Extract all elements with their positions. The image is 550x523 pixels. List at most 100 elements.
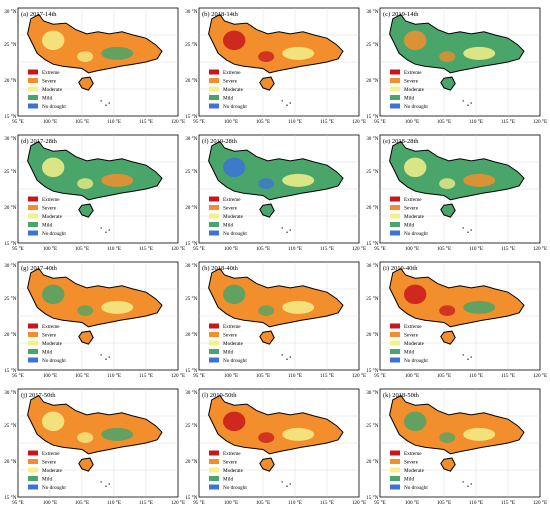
island-shape [440, 457, 456, 472]
legend-swatch [28, 357, 38, 363]
drought-patch [404, 157, 427, 178]
drought-patch [101, 427, 134, 441]
x-tick-label: 100 °E [43, 499, 57, 506]
x-tick-label: 115 °E [139, 245, 153, 252]
drought-patch [223, 157, 246, 178]
y-tick-label: 20 °N [366, 331, 379, 338]
legend-label: No drought [223, 485, 247, 491]
x-tick-label: 100 °E [405, 499, 419, 506]
x-tick-label: 110 °E [469, 245, 483, 252]
y-tick-label: 20 °N [185, 204, 198, 211]
x-tick-label: 105 °E [437, 118, 451, 125]
x-tick-label: 110 °E [107, 245, 121, 252]
drought-patch [42, 157, 65, 178]
x-tick-label: 110 °E [288, 245, 302, 252]
legend-label: Extreme [223, 451, 241, 457]
legend-swatch [209, 484, 219, 490]
islet-dot [286, 485, 288, 488]
y-tick-label: 15 °N [4, 367, 17, 374]
drought-patch [101, 46, 134, 60]
y-tick-label: 20 °N [185, 458, 198, 465]
drought-patch [282, 173, 315, 187]
legend-swatch [28, 340, 38, 346]
legend-swatch [390, 213, 400, 219]
region-shape [389, 13, 525, 74]
legend-label: Mild [42, 223, 52, 229]
legend-label: Moderate [42, 341, 63, 347]
legend-label: Severe [223, 460, 238, 466]
region-shape [208, 394, 344, 455]
islet-dot [108, 229, 110, 231]
islet-dot [105, 104, 107, 106]
map-panel: (i) 2019-40th Extreme Severe Moderate Mild No… [366, 261, 547, 379]
islet-dot [467, 104, 469, 106]
legend-label: Mild [223, 350, 233, 356]
legend-label: Severe [404, 460, 419, 466]
legend-label: Moderate [42, 87, 63, 93]
drought-patch [42, 284, 65, 305]
drought-patch [101, 173, 134, 187]
x-tick-label: 100 °E [405, 118, 419, 125]
legend-swatch [209, 222, 219, 227]
legend-label: No drought [404, 104, 428, 110]
legend-swatch [390, 349, 400, 354]
island-shape [259, 203, 275, 218]
islet-dot [286, 231, 288, 233]
y-tick-label: 30 °N [185, 8, 198, 15]
x-tick-label: 100 °E [224, 118, 238, 125]
island-shape [259, 76, 275, 91]
legend-label: Mild [223, 223, 233, 229]
drought-patch [258, 432, 275, 443]
legend-label: Extreme [223, 197, 241, 203]
x-tick-label: 115 °E [501, 118, 515, 125]
x-tick-label: 100 °E [405, 372, 419, 379]
drought-patch [258, 51, 275, 62]
legend-swatch [390, 340, 400, 346]
island-shape [78, 457, 94, 472]
legend-label: Extreme [404, 70, 422, 76]
drought-patch [42, 30, 65, 51]
legend-label: Moderate [404, 341, 425, 347]
x-tick-label: 105 °E [437, 499, 451, 506]
x-tick-label: 105 °E [256, 118, 270, 125]
legend-label: Mild [42, 96, 52, 102]
drought-patch [439, 432, 456, 443]
legend-label: Moderate [404, 87, 425, 93]
islet-dot [470, 229, 473, 231]
y-tick-label: 30 °N [185, 135, 198, 142]
y-tick-label: 15 °N [185, 494, 198, 501]
x-tick-label: 110 °E [288, 499, 302, 506]
y-tick-label: 30 °N [366, 389, 379, 396]
region-shape [389, 267, 525, 328]
x-tick-label: 105 °E [437, 245, 451, 252]
x-tick-label: 100 °E [43, 245, 57, 252]
legend-swatch [209, 340, 219, 346]
legend-swatch [28, 484, 38, 490]
map-panel: (d) 2017-28th Extreme Severe Moderate Mild No… [4, 134, 185, 252]
drought-patch [282, 427, 315, 441]
legend-label: Moderate [42, 214, 63, 220]
y-tick-label: 30 °N [366, 8, 379, 15]
islet-dot [470, 102, 473, 104]
drought-patch [42, 411, 65, 432]
x-tick-label: 105 °E [437, 372, 451, 379]
x-tick-label: 110 °E [107, 118, 121, 125]
x-tick-label: 105 °E [75, 372, 89, 379]
region-shape [208, 13, 344, 74]
x-tick-label: 95 °E [374, 118, 386, 125]
x-tick-label: 110 °E [469, 118, 483, 125]
y-tick-label: 25 °N [366, 168, 379, 175]
legend-swatch [28, 103, 38, 109]
x-tick-label: 120 °E [171, 118, 185, 125]
y-tick-label: 30 °N [185, 262, 198, 269]
panel-title: (g) 2017-40th [21, 265, 58, 272]
legend-swatch [209, 459, 219, 464]
island-shape [440, 203, 456, 218]
map-panel: (e) 2018-28th Extreme Severe Moderate Mild No… [366, 134, 547, 252]
y-tick-label: 15 °N [366, 113, 379, 120]
y-tick-label: 25 °N [4, 422, 17, 429]
legend-label: Moderate [42, 468, 63, 474]
legend-swatch [390, 332, 400, 337]
y-tick-label: 25 °N [185, 295, 198, 302]
